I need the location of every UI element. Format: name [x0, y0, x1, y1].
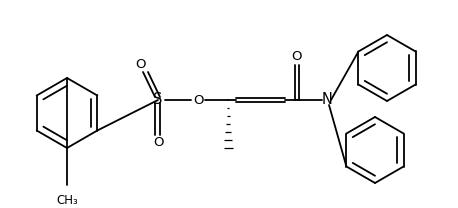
- Text: CH₃: CH₃: [56, 194, 78, 207]
- Text: O: O: [136, 57, 146, 71]
- Text: O: O: [193, 94, 203, 106]
- Text: O: O: [292, 51, 302, 63]
- Text: N: N: [322, 93, 333, 108]
- Text: O: O: [153, 136, 163, 150]
- Text: S: S: [153, 93, 163, 108]
